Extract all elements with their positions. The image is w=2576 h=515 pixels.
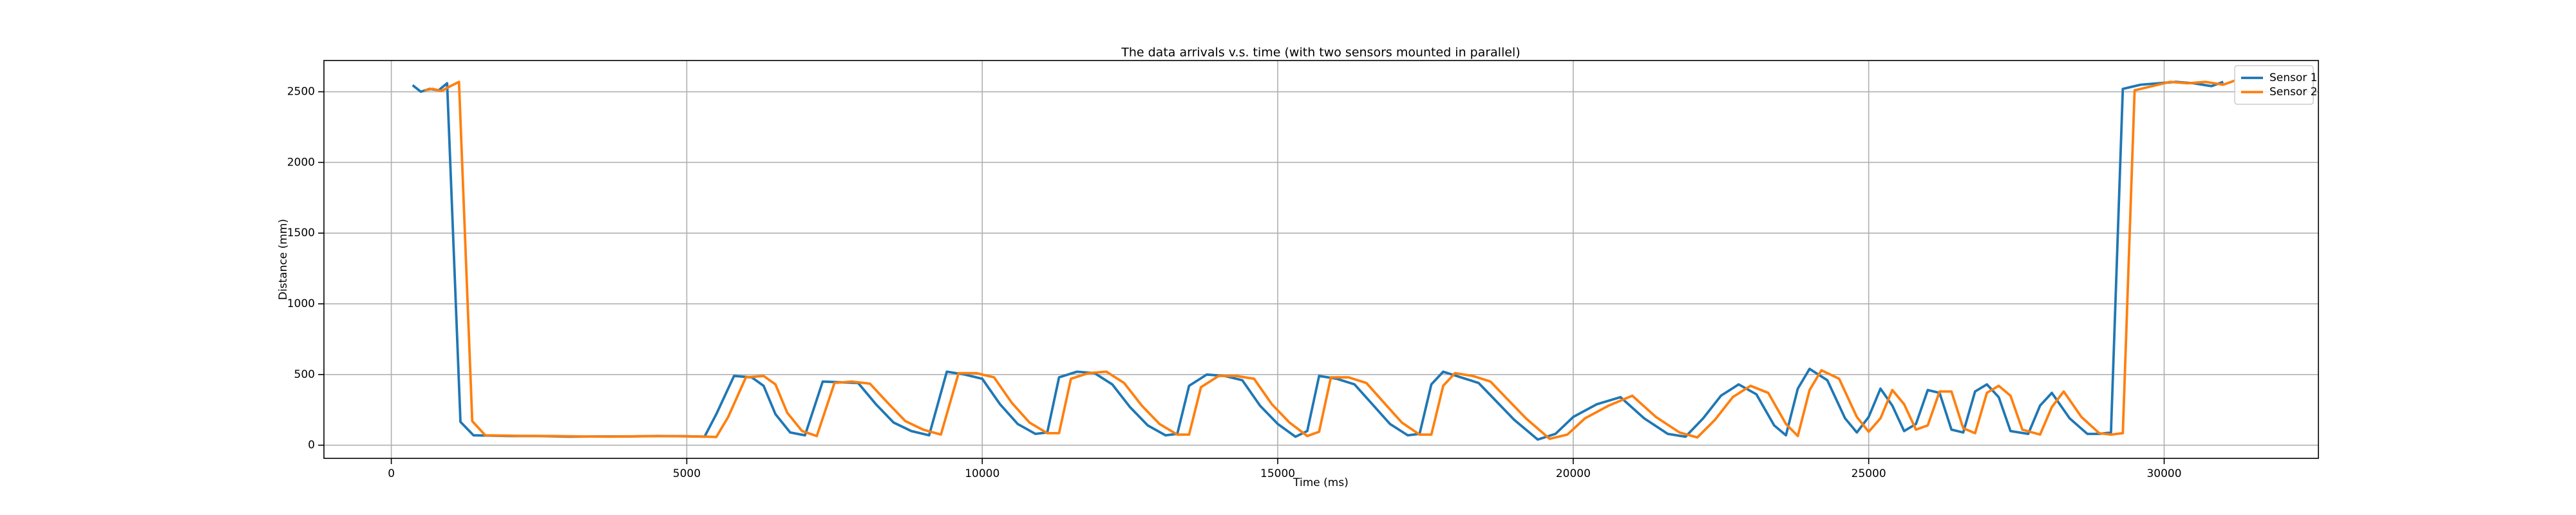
x-tick-label: 5000 — [673, 467, 701, 480]
y-tick-label: 1500 — [287, 227, 315, 239]
y-tick-label: 1000 — [287, 297, 315, 310]
legend: Sensor 1 Sensor 2 — [2234, 65, 2318, 105]
chart-title: The data arrivals v.s. time (with two se… — [1121, 46, 1520, 60]
x-tick-label: 30000 — [2146, 467, 2181, 480]
x-axis-label: Time (ms) — [1293, 476, 1349, 489]
legend-label: Sensor 1 — [2269, 71, 2318, 84]
series-line — [424, 79, 2236, 440]
x-tick-label: 20000 — [1556, 467, 1591, 480]
legend-box — [2234, 65, 2314, 105]
y-axis-label: Distance (mm) — [277, 219, 290, 300]
series-line — [412, 80, 2224, 441]
y-tick-label: 2000 — [287, 156, 315, 169]
x-tick-label: 10000 — [965, 467, 999, 480]
y-tick-label: 500 — [294, 368, 315, 381]
y-tick-label: 0 — [308, 439, 315, 452]
legend-label: Sensor 2 — [2269, 86, 2318, 98]
x-tick-label: 25000 — [1852, 467, 1886, 480]
plot-frame — [323, 60, 2319, 459]
y-tick-label: 2500 — [287, 86, 315, 98]
x-tick-label: 15000 — [1260, 467, 1295, 480]
x-tick-label: 0 — [388, 467, 395, 480]
